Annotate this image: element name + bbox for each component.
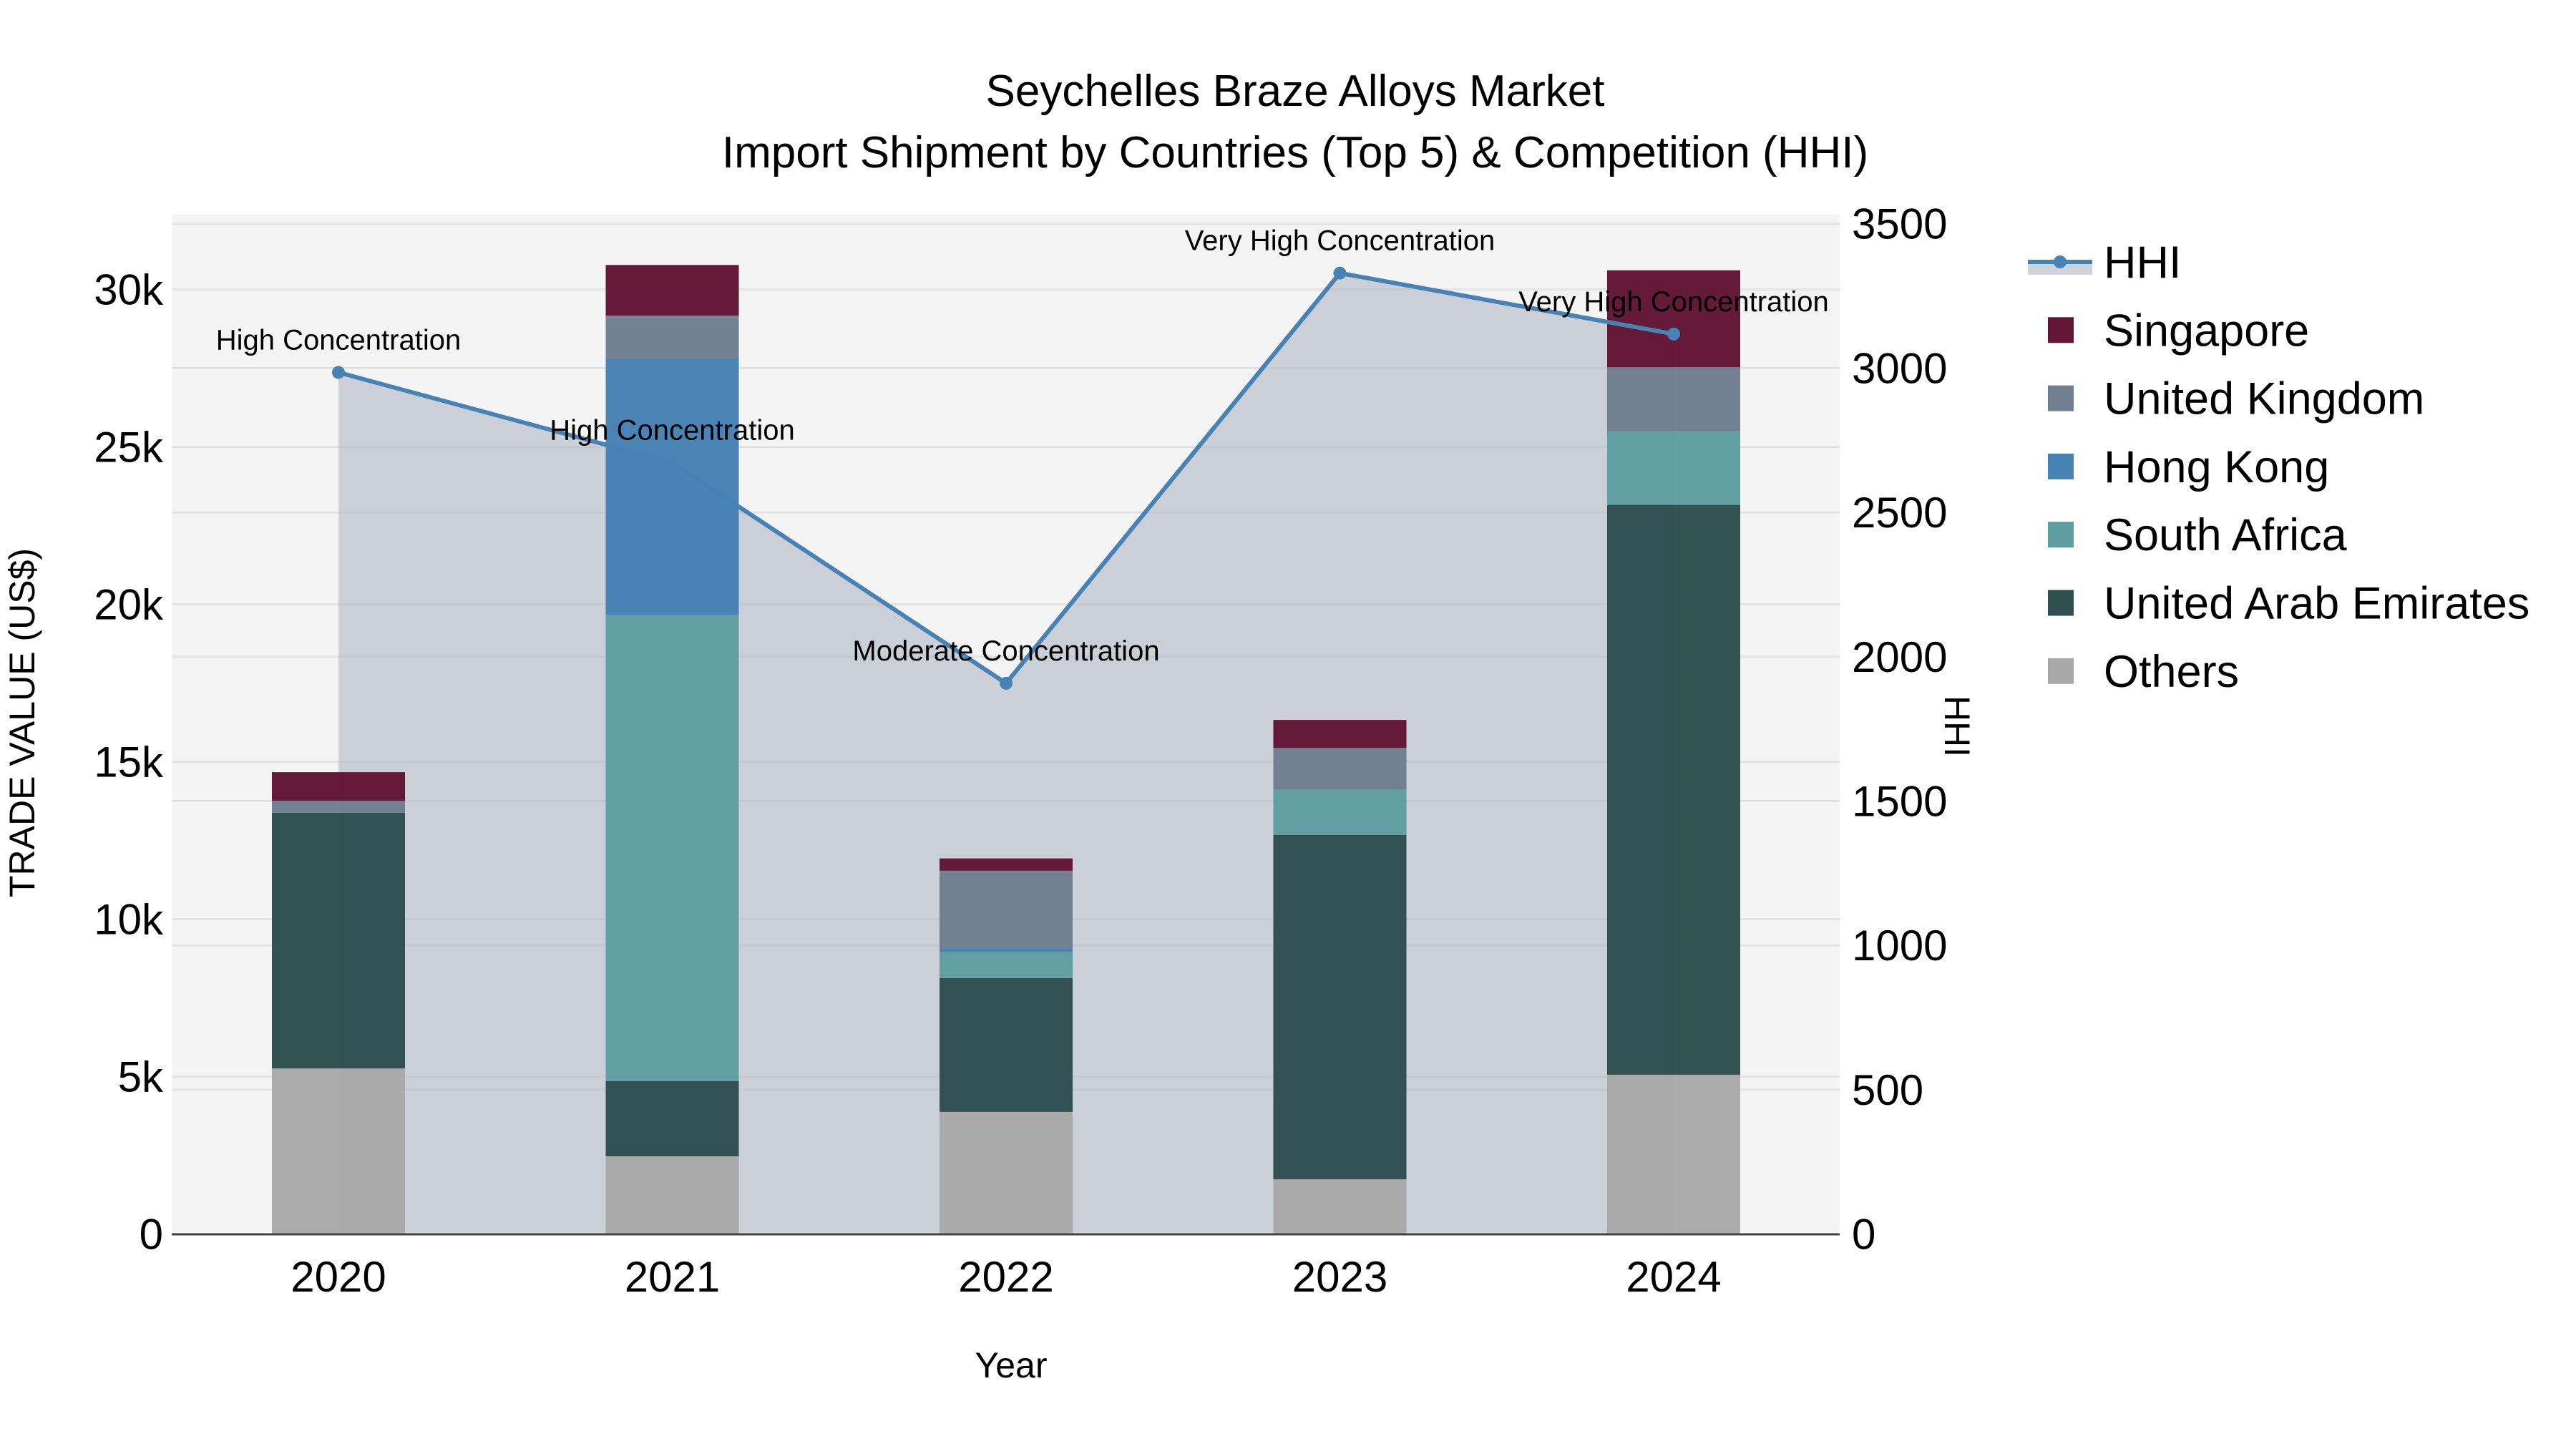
- annotation-2022: Moderate Concentration: [852, 635, 1159, 667]
- legend-label: Others: [2104, 647, 2239, 697]
- bar-segment-united-kingdom-2022: [940, 870, 1073, 949]
- legend-swatch-icon: [2048, 453, 2074, 479]
- legend-label: Singapore: [2104, 306, 2309, 356]
- bar-segment-united-arab-emirates-2024: [1607, 504, 1740, 1075]
- y-right-tick-label: 1000: [1852, 922, 1947, 970]
- y-right-axis-title: HHI: [1937, 696, 1977, 757]
- bar-segment-south-africa-2022: [940, 951, 1073, 978]
- y-left-tick-label: 30k: [94, 266, 164, 314]
- y-left-tick-label: 0: [140, 1211, 163, 1259]
- y-right-axis: 0 500 1000 1500 2000 2500 3000 3500: [1852, 200, 1947, 1259]
- legend: HHI Singapore United Kingdom Hong Kong South…: [2028, 238, 2529, 697]
- annotation-2020: High Concentration: [216, 324, 461, 356]
- legend-swatch-icon: [2048, 385, 2074, 411]
- bar-segment-others-2024: [1607, 1074, 1740, 1234]
- annotation-2024: Very High Concentration: [1518, 286, 1829, 318]
- y-right-tick-label: 2000: [1852, 633, 1947, 681]
- bar-segment-south-africa-2024: [1607, 431, 1740, 505]
- legend-item-others: Others: [2048, 647, 2239, 697]
- bar-segment-united-arab-emirates-2022: [940, 977, 1073, 1112]
- legend-item-hong-kong: Hong Kong: [2048, 442, 2329, 492]
- hhi-legend-marker-icon: [2054, 255, 2067, 268]
- y-right-tick-label: 2500: [1852, 489, 1947, 537]
- x-tick-label-2021: 2021: [625, 1253, 720, 1301]
- hhi-marker-2021: [665, 456, 679, 469]
- y-left-tick-label: 5k: [118, 1053, 164, 1101]
- bar-segment-singapore-2021: [605, 265, 739, 316]
- x-tick-label-2022: 2022: [958, 1253, 1053, 1301]
- x-tick-label-2023: 2023: [1292, 1253, 1387, 1301]
- hhi-marker-2020: [332, 366, 345, 379]
- legend-swatch-icon: [2048, 590, 2074, 616]
- y-left-tick-label: 10k: [94, 896, 164, 944]
- legend-swatch-icon: [2048, 317, 2074, 343]
- hhi-marker-2022: [1000, 676, 1013, 690]
- legend-label: United Kingdom: [2104, 374, 2424, 424]
- legend-label: Hong Kong: [2104, 442, 2329, 492]
- legend-item-singapore: Singapore: [2048, 306, 2309, 356]
- bar-segment-united-kingdom-2024: [1607, 367, 1740, 431]
- legend-item-united-arab-emirates: United Arab Emirates: [2048, 579, 2529, 629]
- annotations: High Concentration High Concentration Mode…: [216, 225, 1829, 667]
- legend-item-south-africa: South Africa: [2048, 510, 2348, 560]
- bar-segment-united-arab-emirates-2020: [272, 812, 405, 1069]
- y-left-tick-label: 15k: [94, 738, 164, 786]
- hhi-marker-2023: [1333, 266, 1347, 280]
- y-left-axis-title: TRADE VALUE (US$): [2, 548, 42, 897]
- y-left-tick-label: 25k: [94, 424, 164, 472]
- legend-label: South Africa: [2104, 510, 2348, 560]
- bar-segment-others-2020: [272, 1068, 405, 1234]
- bar-segment-united-kingdom-2021: [605, 316, 739, 358]
- y-right-tick-label: 3000: [1852, 344, 1947, 392]
- y-right-tick-label: 3500: [1852, 200, 1947, 248]
- bar-segment-singapore-2020: [272, 772, 405, 801]
- x-axis: 2020 2021 2022 2023 2024: [291, 1253, 1721, 1301]
- legend-label: United Arab Emirates: [2104, 579, 2529, 629]
- y-right-tick-label: 0: [1852, 1211, 1875, 1259]
- bar-segment-south-africa-2021: [605, 615, 739, 1081]
- bar-segment-others-2023: [1273, 1179, 1407, 1234]
- bar-segment-united-kingdom-2023: [1273, 748, 1407, 790]
- bar-segment-singapore-2022: [940, 858, 1073, 871]
- x-tick-label-2024: 2024: [1626, 1253, 1721, 1301]
- bar-segment-hong-kong-2021: [605, 358, 739, 615]
- chart-title-line1: Seychelles Braze Alloys Market: [986, 67, 1605, 116]
- bar-segment-united-arab-emirates-2021: [605, 1080, 739, 1156]
- legend-swatch-icon: [2048, 522, 2074, 548]
- bar-segment-singapore-2024: [1607, 270, 1740, 368]
- y-left-tick-label: 20k: [94, 581, 164, 629]
- annotation-2023: Very High Concentration: [1185, 225, 1496, 257]
- bar-segment-south-africa-2023: [1273, 789, 1407, 835]
- legend-label: HHI: [2104, 238, 2182, 288]
- x-axis-title: Year: [975, 1345, 1047, 1385]
- bar-segment-united-arab-emirates-2023: [1273, 834, 1407, 1180]
- bar-segment-singapore-2023: [1273, 720, 1407, 748]
- annotation-2021: High Concentration: [550, 415, 794, 447]
- legend-swatch-icon: [2048, 658, 2074, 684]
- chart-title-line2: Import Shipment by Countries (Top 5) & C…: [722, 128, 1868, 177]
- bar-segment-others-2022: [940, 1111, 1073, 1234]
- legend-item-hhi: HHI: [2028, 238, 2182, 288]
- x-tick-label-2020: 2020: [291, 1253, 386, 1301]
- bar-segment-hong-kong-2022: [940, 948, 1073, 952]
- hhi-line: [332, 266, 1680, 690]
- y-right-tick-label: 500: [1852, 1066, 1923, 1114]
- legend-item-united-kingdom: United Kingdom: [2048, 374, 2424, 424]
- bar-segment-others-2021: [605, 1156, 739, 1234]
- stacked-bars: [272, 265, 1740, 1234]
- hhi-marker-2024: [1667, 327, 1680, 341]
- bar-segment-united-kingdom-2020: [272, 801, 405, 813]
- y-right-tick-label: 1500: [1852, 778, 1947, 826]
- y-left-axis: 0 5k 10k 15k 20k 25k 30k: [94, 266, 164, 1259]
